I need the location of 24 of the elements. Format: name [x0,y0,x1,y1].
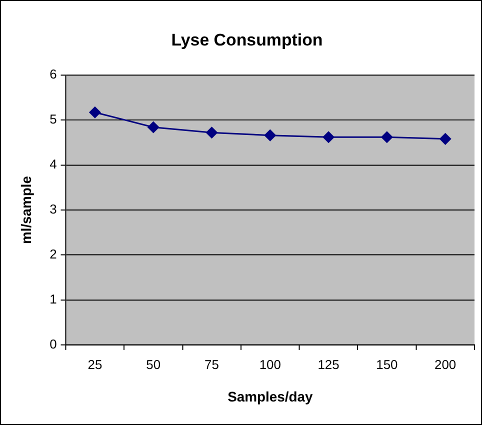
point [322,131,334,143]
chart-title: Lyse Consumption [171,30,323,50]
x-tick-label: 125 [318,357,340,372]
x-tick-label: 100 [259,357,281,372]
x-tick-label: 25 [88,357,102,372]
y-tick-label: 4 [50,156,57,172]
point [381,131,393,143]
point [89,106,101,118]
y-tick-label: 5 [50,112,57,127]
x-tick-label: 150 [376,357,398,372]
y-tick-label: 1 [50,292,57,307]
point [440,133,452,145]
point [206,126,218,138]
x-axis-title: Samples/day [228,388,313,405]
y-axis-title: ml/sample [18,176,34,244]
x-tick-label: 50 [146,357,161,372]
x-tick-label: 75 [204,357,219,372]
y-tick-label: 2 [50,246,57,262]
x-tick-label: 200 [434,357,456,372]
point [264,130,276,142]
y-tick-label: 6 [50,66,57,82]
y-tick-label: 0 [50,336,57,352]
point [148,122,160,133]
y-tick-label: 3 [50,202,57,217]
